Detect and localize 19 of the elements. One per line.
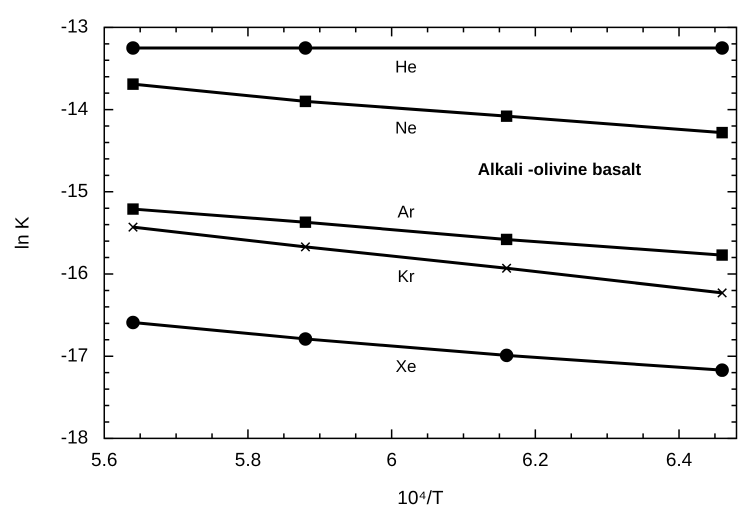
series-label: Ar xyxy=(398,202,415,222)
y-tick-label: -13 xyxy=(60,16,88,38)
x-tick-label: 6 xyxy=(386,450,397,472)
x-tick-label: 5.6 xyxy=(91,450,118,472)
series-label: Kr xyxy=(398,267,415,286)
series-label: Xe xyxy=(396,356,416,376)
y-tick-label: -16 xyxy=(60,263,88,284)
y-tick-label: -17 xyxy=(60,345,88,366)
x-axis-title: 10⁴/T xyxy=(397,488,444,509)
series-label: He xyxy=(395,58,417,77)
x-tick-label: 5.8 xyxy=(234,450,262,472)
y-tick-label: -18 xyxy=(60,428,88,449)
y-tick-label: -15 xyxy=(60,181,88,202)
series-label: Ne xyxy=(395,118,417,138)
y-axis-title: ln K xyxy=(12,216,34,250)
y-tick-label: -14 xyxy=(60,98,89,120)
annotation: Alkali -olivine basalt xyxy=(478,160,642,180)
x-tick-label: 6.2 xyxy=(522,450,549,472)
x-tick-label: 6.4 xyxy=(666,450,693,472)
